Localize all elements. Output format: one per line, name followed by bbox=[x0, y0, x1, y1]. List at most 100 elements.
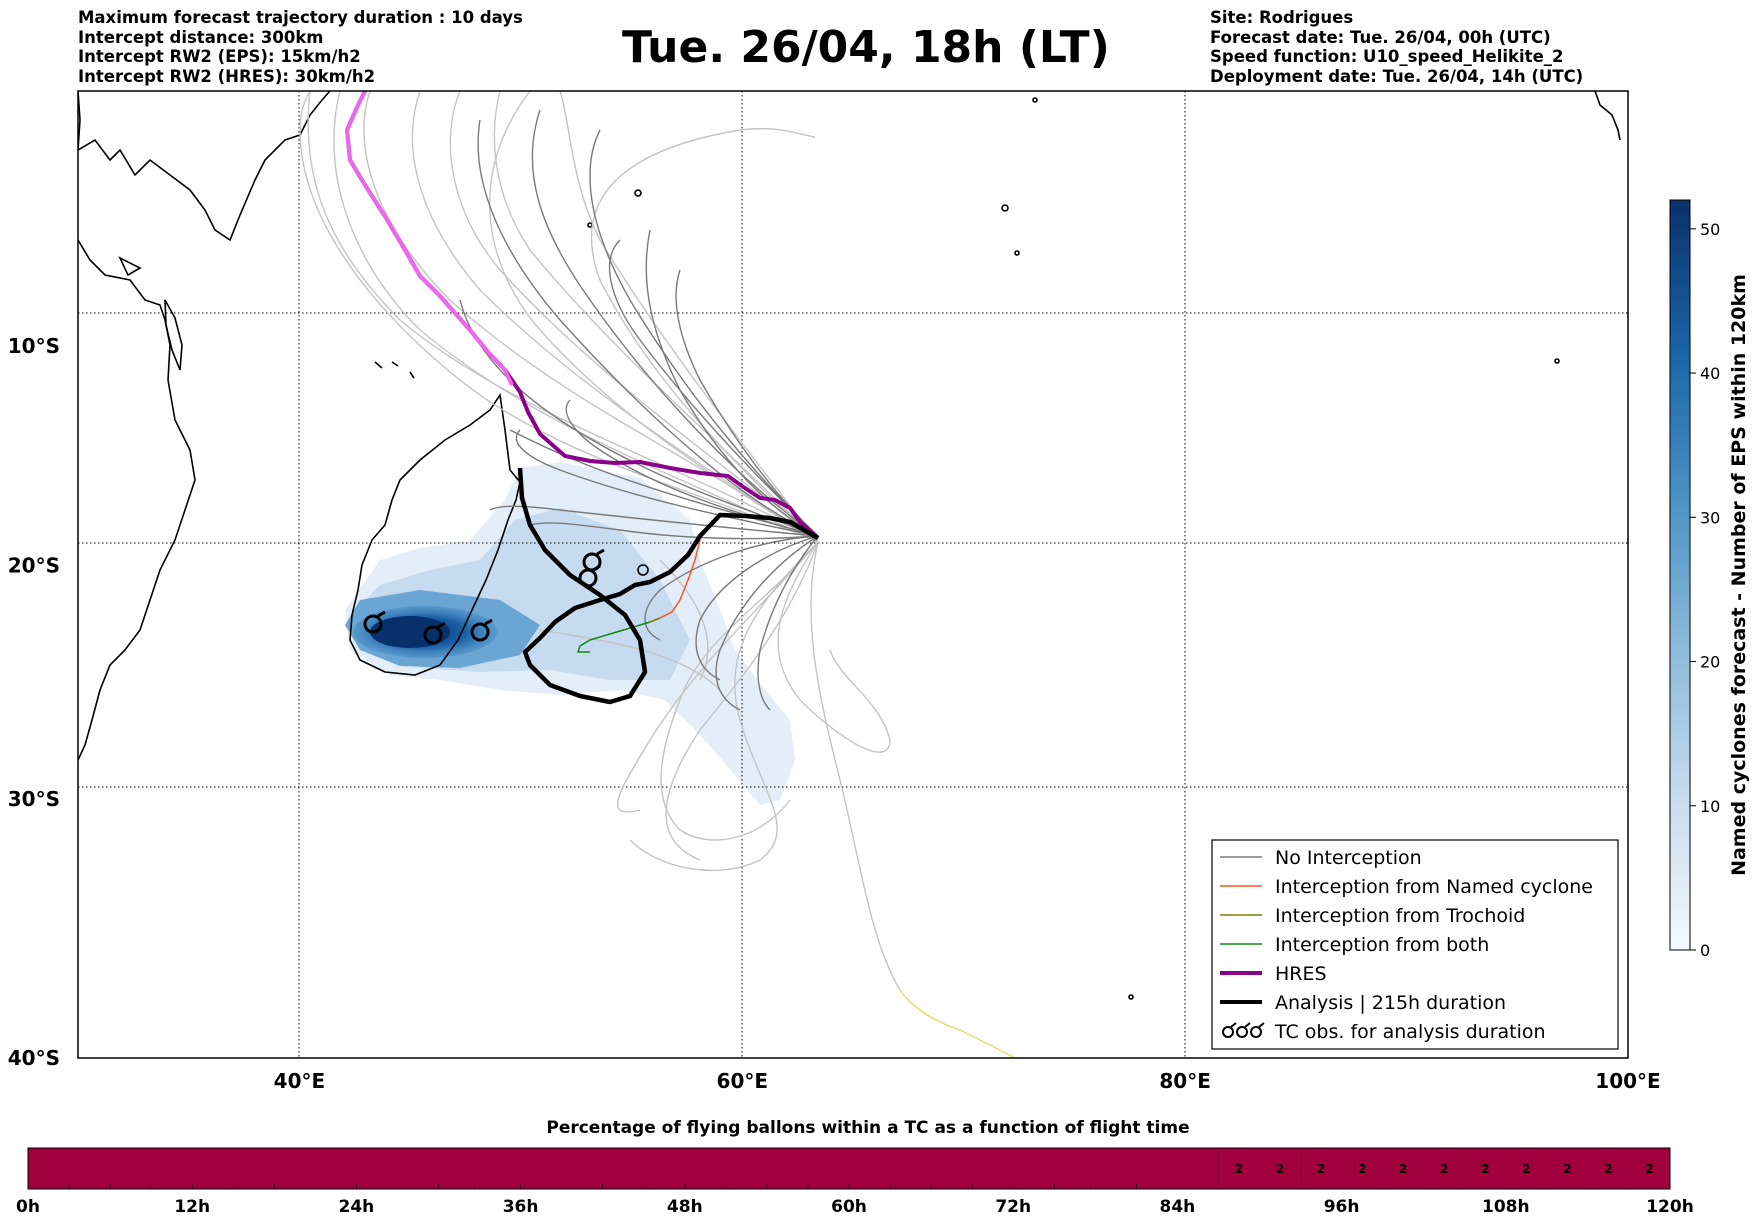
no-interception-track bbox=[644, 535, 819, 641]
legend-item: Interception from Trochoid bbox=[1220, 905, 1525, 927]
time-bar-tick-label: 12h bbox=[174, 1197, 210, 1217]
tc-obs-symbol bbox=[470, 618, 493, 642]
light-track bbox=[493, 91, 819, 543]
map-content bbox=[78, 91, 1628, 1058]
colorbar-label: Named cyclones forecast - Number of EPS … bbox=[1728, 274, 1750, 876]
colorbar-gradient bbox=[1669, 199, 1691, 951]
tc-obs-symbol bbox=[423, 621, 446, 645]
colorbar-tick-label: 40 bbox=[1700, 364, 1720, 383]
time-bar-value: 2 bbox=[1481, 1162, 1489, 1176]
both-track bbox=[576, 621, 651, 653]
island-h bbox=[1032, 97, 1038, 103]
legend-item: Interception from both bbox=[1220, 934, 1489, 956]
light-track bbox=[489, 91, 819, 543]
light-track bbox=[665, 541, 819, 861]
time-bar-fill bbox=[27, 1147, 1671, 1190]
time-bar: Percentage of flying ballons within a TC… bbox=[16, 1118, 1694, 1217]
island-b bbox=[118, 256, 142, 277]
time-bar-value: 2 bbox=[1358, 1162, 1366, 1176]
legend-items: No Interception Interception from Named c… bbox=[1220, 847, 1593, 1043]
colorbar-tick-label: 10 bbox=[1700, 797, 1720, 816]
no-interception-track bbox=[695, 535, 819, 681]
time-bar-tick-label: 36h bbox=[503, 1197, 539, 1217]
island-g bbox=[1014, 250, 1020, 256]
lat-tick-labels: 10°S 20°S 30°S 40°S bbox=[8, 334, 60, 1070]
colorbar-tick-label: 0 bbox=[1700, 941, 1710, 960]
time-bar-tick-label: 96h bbox=[1324, 1197, 1360, 1217]
madagascar-coast bbox=[349, 392, 521, 676]
time-bar-tick-label: 72h bbox=[995, 1197, 1031, 1217]
named-cyclone-track bbox=[659, 539, 701, 619]
colorbar-tick-label: 50 bbox=[1700, 220, 1720, 239]
legend-label: Interception from Trochoid bbox=[1275, 905, 1525, 927]
legend-label: HRES bbox=[1275, 963, 1327, 985]
tc-obs-symbol bbox=[582, 548, 605, 572]
legend-item: TC obs. for analysis duration bbox=[1222, 1021, 1546, 1043]
lon-tick-label: 100°E bbox=[1595, 1069, 1660, 1093]
time-bar-value: 2 bbox=[1645, 1162, 1653, 1176]
eps-density-field bbox=[345, 462, 795, 805]
legend-item: Analysis | 215h duration bbox=[1220, 992, 1506, 1014]
legend-item: Interception from Named cyclone bbox=[1220, 876, 1593, 898]
header-right-line: Speed function: U10_speed_Helikite_2 bbox=[1210, 47, 1564, 66]
header-right-line: Deployment date: Tue. 26/04, 14h (UTC) bbox=[1210, 66, 1584, 86]
colorbar-ticks: 0 10 20 30 40 50 bbox=[1690, 220, 1720, 960]
no-interception-track bbox=[565, 399, 819, 537]
colorbar-tick-label: 20 bbox=[1700, 653, 1720, 672]
island-a bbox=[164, 299, 183, 371]
light-track bbox=[590, 127, 819, 543]
time-bar-tick-label: 48h bbox=[667, 1197, 703, 1217]
lat-tick-label: 10°S bbox=[8, 334, 60, 358]
light-track bbox=[333, 91, 819, 543]
main-title: Tue. 26/04, 18h (LT) bbox=[622, 22, 1110, 73]
hres-track-overlay bbox=[344, 91, 514, 386]
header-right-line: Site: Rodrigues bbox=[1210, 8, 1354, 27]
time-bar-ticks: 0h 12h 24h 36h 48h 60h 72h 84h 96h 108h 120h bbox=[16, 1197, 1694, 1217]
no-interception-track bbox=[757, 535, 819, 711]
light-track bbox=[307, 91, 819, 543]
light-track bbox=[810, 541, 901, 991]
light-track bbox=[411, 91, 819, 543]
time-bar-tick-label: 24h bbox=[339, 1197, 375, 1217]
legend-label: Interception from Named cyclone bbox=[1275, 876, 1593, 898]
time-bar-value: 2 bbox=[1440, 1162, 1448, 1176]
lon-tick-label: 60°E bbox=[717, 1069, 769, 1093]
legend-label: Analysis | 215h duration bbox=[1275, 992, 1506, 1014]
time-bar-value: 2 bbox=[1604, 1162, 1612, 1176]
light-track bbox=[299, 91, 819, 543]
no-interception-track bbox=[589, 129, 819, 537]
island-l bbox=[1594, 91, 1621, 141]
legend-item: No Interception bbox=[1220, 847, 1422, 869]
lat-tick-label: 40°S bbox=[8, 1046, 60, 1070]
time-bar-tick-label: 120h bbox=[1646, 1197, 1694, 1217]
no-interception-track bbox=[715, 535, 819, 711]
light-track bbox=[449, 91, 819, 543]
legend-label: TC obs. for analysis duration bbox=[1274, 1021, 1546, 1043]
trochoid-track bbox=[649, 617, 661, 623]
tc-obs-symbol bbox=[363, 610, 386, 634]
island-i bbox=[1554, 358, 1560, 364]
analysis-track bbox=[517, 467, 820, 705]
lon-tick-label: 80°E bbox=[1159, 1069, 1211, 1093]
tc-obs-symbols bbox=[363, 548, 605, 645]
island-d bbox=[634, 189, 642, 197]
legend-item: HRES bbox=[1220, 963, 1327, 985]
island-j bbox=[1128, 994, 1134, 1000]
island-k bbox=[637, 564, 649, 576]
light-track bbox=[660, 541, 819, 841]
time-bar-tick-label: 60h bbox=[831, 1197, 867, 1217]
time-bar-title: Percentage of flying ballons within a TC… bbox=[546, 1118, 1189, 1138]
time-bar-value: 2 bbox=[1276, 1162, 1284, 1176]
light-track bbox=[777, 541, 891, 753]
no-interception-track bbox=[608, 239, 819, 537]
header-right-line: Forecast date: Tue. 26/04, 00h (UTC) bbox=[1210, 27, 1551, 47]
time-bar-value: 2 bbox=[1399, 1162, 1407, 1176]
legend-label: Interception from both bbox=[1275, 934, 1489, 956]
header-left-line: Intercept distance: 300km bbox=[78, 27, 324, 47]
light-track bbox=[559, 91, 819, 543]
island-c bbox=[374, 361, 415, 379]
no-interception-track bbox=[529, 522, 819, 540]
density-core-peak bbox=[370, 616, 450, 648]
lon-tick-label: 40°E bbox=[274, 1069, 326, 1093]
light-track bbox=[629, 541, 819, 872]
